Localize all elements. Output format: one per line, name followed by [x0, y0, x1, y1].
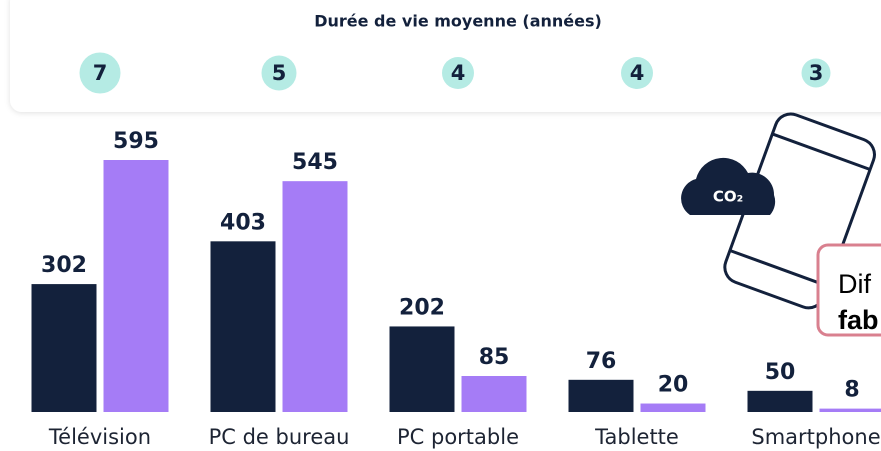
bar — [819, 408, 881, 412]
lifespan-circle — [261, 55, 297, 91]
bar — [568, 379, 634, 412]
lifespan-circle — [79, 52, 121, 94]
subtitle: Durée de vie moyenne (années) — [314, 12, 602, 31]
lifespan-label: 4 — [630, 61, 645, 85]
callout-line: fab — [838, 305, 879, 335]
x-tick-label: Télévision — [48, 425, 151, 449]
bar — [747, 390, 813, 412]
lifespan-circle — [442, 57, 474, 89]
value-label: 85 — [479, 345, 510, 370]
x-tick-label: Smartphone — [751, 425, 880, 449]
callout-line: Dif — [838, 269, 871, 299]
value-label: 20 — [658, 373, 689, 398]
value-label: 595 — [113, 129, 159, 154]
value-label: 202 — [399, 295, 445, 320]
cloud-icon — [681, 157, 776, 215]
lifespan-circle — [621, 57, 653, 89]
value-label: 8 — [844, 378, 859, 403]
lifespan-label: 7 — [93, 61, 108, 85]
bar — [282, 181, 348, 412]
bar — [461, 376, 527, 412]
value-label: 545 — [292, 150, 338, 175]
bar — [210, 241, 276, 412]
bar — [640, 403, 706, 412]
value-label: 50 — [765, 360, 796, 385]
lifespan-circle — [801, 58, 831, 88]
icon-text: CO₂ — [713, 188, 743, 206]
lifespan-label: 3 — [809, 61, 824, 85]
bar — [31, 284, 97, 412]
lifespan-label: 5 — [272, 61, 287, 85]
x-tick-label: Tablette — [594, 425, 679, 449]
x-tick-label: PC portable — [397, 425, 519, 449]
x-tick-label: PC de bureau — [209, 425, 350, 449]
lifespan-panel — [10, 0, 881, 112]
value-label: 76 — [586, 349, 617, 374]
value-label: 302 — [41, 253, 87, 278]
callout-box — [816, 243, 881, 337]
bar — [103, 160, 169, 412]
bar — [389, 326, 455, 412]
value-label: 403 — [220, 210, 266, 235]
lifespan-label: 4 — [451, 61, 466, 85]
